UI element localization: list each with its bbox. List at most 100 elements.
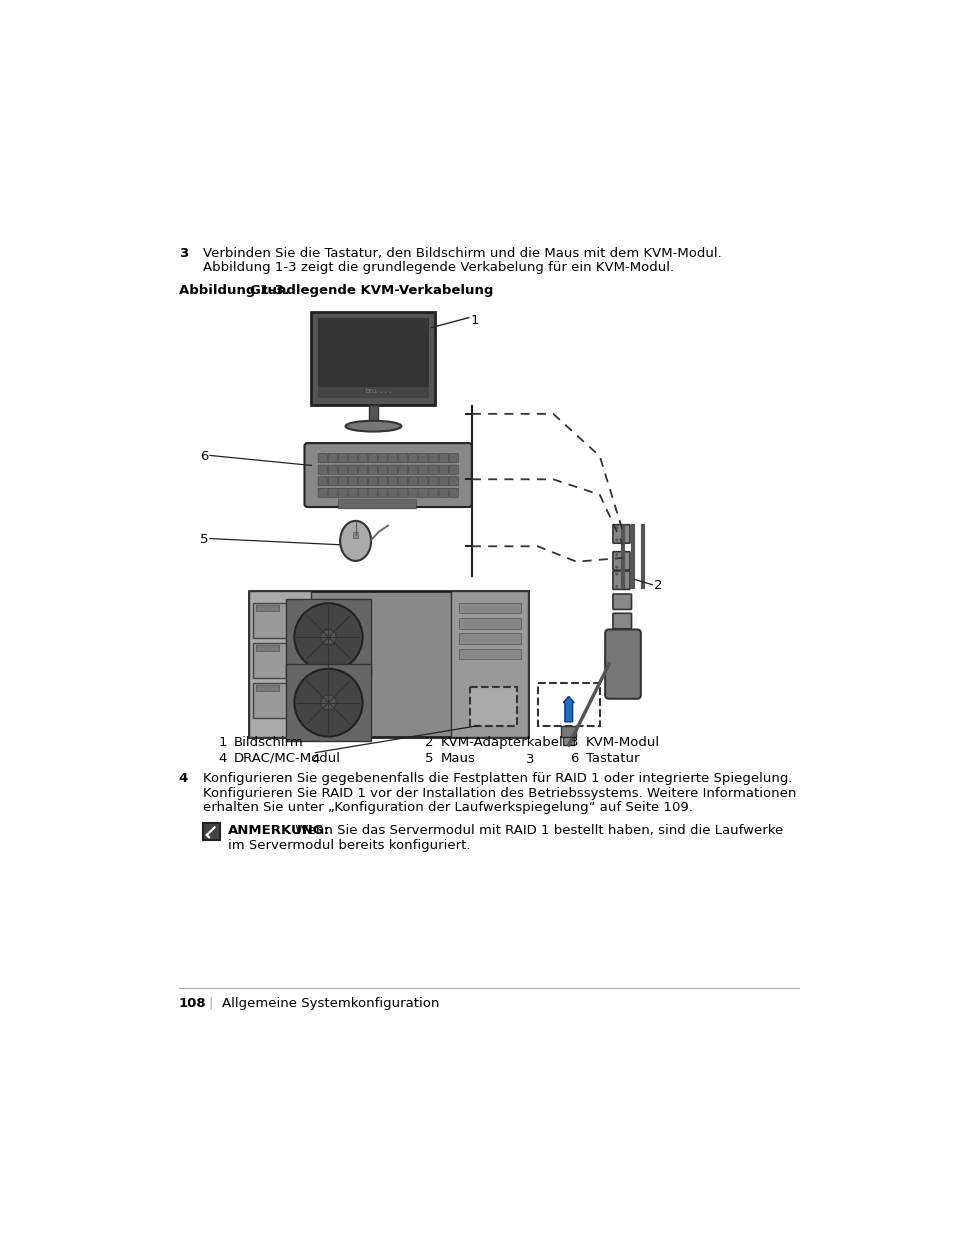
FancyBboxPatch shape [408, 488, 417, 498]
FancyBboxPatch shape [317, 453, 327, 463]
Bar [253, 603, 306, 638]
FancyBboxPatch shape [358, 488, 367, 498]
FancyBboxPatch shape [368, 488, 377, 498]
Bar [353, 531, 357, 537]
Circle shape [384, 391, 386, 393]
Text: 5: 5 [425, 752, 434, 764]
Bar [317, 387, 429, 398]
FancyBboxPatch shape [408, 466, 417, 474]
Text: erhalten Sie unter „Konfiguration der Laufwerkspiegelung“ auf Seite 109.: erhalten Sie unter „Konfiguration der La… [203, 802, 692, 814]
Bar [249, 592, 311, 737]
Text: Tastatur: Tastatur [585, 752, 639, 764]
Text: DELL: DELL [365, 389, 377, 394]
Text: 3: 3 [570, 736, 578, 750]
FancyBboxPatch shape [612, 525, 629, 543]
FancyBboxPatch shape [388, 466, 397, 474]
FancyBboxPatch shape [337, 453, 347, 463]
FancyBboxPatch shape [388, 453, 397, 463]
FancyBboxPatch shape [337, 477, 347, 485]
FancyBboxPatch shape [378, 453, 387, 463]
Bar [560, 726, 576, 737]
Bar [249, 592, 528, 737]
FancyBboxPatch shape [337, 488, 347, 498]
Text: Grundlegende KVM-Verkabelung: Grundlegende KVM-Verkabelung [250, 284, 493, 296]
Bar [286, 599, 371, 676]
Bar [311, 312, 435, 405]
FancyBboxPatch shape [398, 453, 408, 463]
FancyBboxPatch shape [378, 477, 387, 485]
Circle shape [615, 573, 618, 576]
Text: Abbildung 1-3 zeigt die grundlegende Verkabelung für ein KVM-Modul.: Abbildung 1-3 zeigt die grundlegende Ver… [203, 262, 674, 274]
FancyBboxPatch shape [438, 488, 448, 498]
FancyBboxPatch shape [398, 466, 408, 474]
Text: 3: 3 [179, 247, 188, 259]
FancyBboxPatch shape [337, 466, 347, 474]
FancyBboxPatch shape [612, 594, 631, 609]
Circle shape [615, 553, 618, 556]
FancyBboxPatch shape [429, 477, 437, 485]
Bar [286, 664, 371, 741]
Circle shape [615, 585, 618, 588]
FancyBboxPatch shape [358, 477, 367, 485]
Circle shape [380, 391, 382, 393]
Bar [562, 737, 574, 745]
Text: Wenn Sie das Servermodul mit RAID 1 bestellt haben, sind die Laufwerke: Wenn Sie das Servermodul mit RAID 1 best… [291, 824, 782, 837]
Text: 2: 2 [654, 579, 661, 593]
FancyBboxPatch shape [418, 466, 428, 474]
FancyBboxPatch shape [398, 477, 408, 485]
FancyBboxPatch shape [612, 614, 631, 629]
Text: 1: 1 [470, 314, 478, 327]
FancyBboxPatch shape [418, 477, 428, 485]
Bar [255, 645, 278, 651]
FancyBboxPatch shape [317, 477, 327, 485]
Text: ANMERKUNG:: ANMERKUNG: [228, 824, 330, 837]
Text: 4: 4 [179, 772, 188, 785]
Circle shape [294, 668, 362, 736]
Bar [458, 648, 520, 659]
Bar [451, 592, 528, 737]
Text: 1: 1 [218, 736, 227, 750]
FancyArrow shape [562, 697, 574, 721]
FancyBboxPatch shape [449, 453, 457, 463]
Circle shape [294, 603, 362, 671]
FancyBboxPatch shape [398, 488, 408, 498]
FancyBboxPatch shape [378, 488, 387, 498]
Text: Maus: Maus [440, 752, 476, 764]
FancyBboxPatch shape [328, 453, 337, 463]
FancyBboxPatch shape [337, 500, 416, 509]
Text: 108: 108 [179, 997, 207, 1010]
FancyBboxPatch shape [348, 477, 357, 485]
Text: DRAC/MC-Modul: DRAC/MC-Modul [233, 752, 340, 764]
Text: |: | [208, 997, 213, 1010]
Bar [255, 605, 278, 611]
Text: 5: 5 [199, 534, 208, 546]
Text: 6: 6 [570, 752, 578, 764]
Circle shape [615, 538, 618, 542]
Text: Allgemeine Systemkonfiguration: Allgemeine Systemkonfiguration [221, 997, 438, 1010]
FancyBboxPatch shape [317, 466, 327, 474]
Bar [369, 405, 377, 421]
FancyBboxPatch shape [418, 488, 428, 498]
FancyBboxPatch shape [358, 453, 367, 463]
FancyBboxPatch shape [612, 571, 629, 589]
Bar [203, 823, 220, 840]
Text: 4: 4 [311, 752, 319, 766]
Text: im Servermodul bereits konfiguriert.: im Servermodul bereits konfiguriert. [228, 839, 470, 852]
FancyBboxPatch shape [449, 488, 457, 498]
Text: 4: 4 [218, 752, 227, 764]
Text: 2: 2 [425, 736, 434, 750]
Text: Bildschirm: Bildschirm [233, 736, 303, 750]
FancyBboxPatch shape [388, 477, 397, 485]
Bar [458, 618, 520, 629]
FancyBboxPatch shape [358, 466, 367, 474]
Bar [458, 634, 520, 645]
Text: KVM-Modul: KVM-Modul [585, 736, 659, 750]
FancyBboxPatch shape [378, 466, 387, 474]
FancyBboxPatch shape [449, 477, 457, 485]
Ellipse shape [340, 521, 371, 561]
FancyBboxPatch shape [368, 466, 377, 474]
Text: Verbinden Sie die Tastatur, den Bildschirm und die Maus mit dem KVM-Modul.: Verbinden Sie die Tastatur, den Bildschi… [203, 247, 720, 259]
FancyBboxPatch shape [348, 453, 357, 463]
FancyBboxPatch shape [429, 466, 437, 474]
FancyBboxPatch shape [418, 453, 428, 463]
